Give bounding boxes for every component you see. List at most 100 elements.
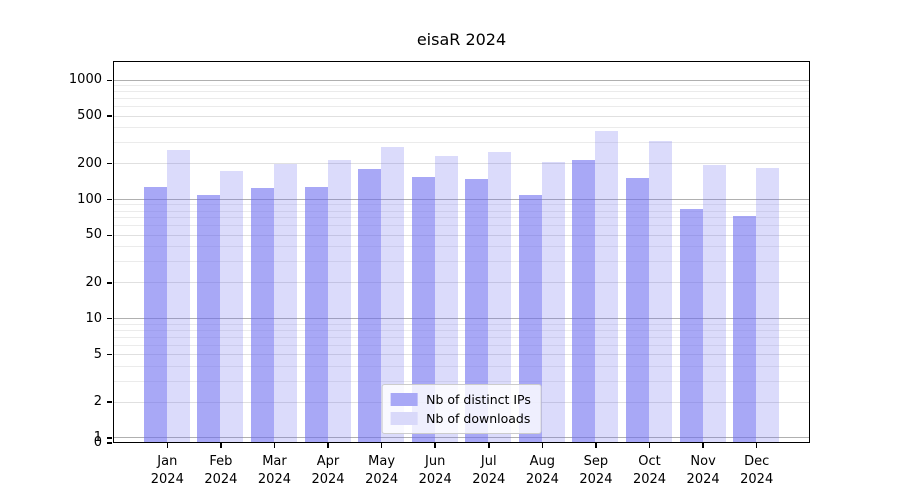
bar-distinct-ips-oct: [626, 177, 650, 442]
x-tick-mark-jul: [488, 443, 490, 448]
gridline-10: [114, 318, 809, 320]
x-tick-mark-jan: [166, 443, 169, 448]
gridline-minor: [114, 344, 809, 346]
bar-distinct-ips-may: [358, 169, 382, 442]
y-tick-label-2: 2: [93, 394, 102, 410]
legend: Nb of distinct IPs Nb of downloads: [381, 384, 542, 434]
legend-label-downloads: Nb of downloads: [426, 411, 531, 426]
gridline-50: [114, 234, 809, 236]
gridline-minor: [114, 204, 809, 206]
x-tick-label-feb: Feb 2024: [204, 454, 238, 487]
gridline-minor: [114, 261, 809, 263]
x-tick-label-sep: Sep 2024: [579, 454, 613, 487]
y-tick-label-0: 0: [93, 435, 102, 450]
x-tick-mark-aug: [541, 443, 544, 448]
bar-distinct-ips-nov: [679, 208, 703, 442]
x-tick-mark-feb: [220, 443, 222, 448]
y-tick-label-10: 10: [85, 310, 102, 326]
x-tick-label-nov: Nov 2024: [686, 454, 720, 487]
y-tick-label-1: 1: [93, 429, 102, 445]
bar-downloads-nov: [702, 165, 726, 442]
y-tick-label-500: 500: [77, 108, 102, 124]
bar-downloads-dec: [756, 168, 780, 442]
bar-downloads-oct: [649, 140, 673, 442]
bar-distinct-ips-jun: [411, 176, 435, 442]
y-tick-mark-1: [107, 437, 112, 439]
gridline-100: [114, 199, 809, 200]
y-tick-mark-20: [107, 282, 112, 284]
bar-downloads-jan: [166, 149, 190, 442]
bar-downloads-aug: [541, 162, 565, 442]
x-tick-label-jul: Jul 2024: [472, 454, 506, 487]
gridline-minor: [114, 91, 809, 93]
x-tick-mark-mar: [273, 443, 276, 448]
x-tick-label-dec: Dec 2024: [740, 454, 774, 487]
bar-distinct-ips-sep: [572, 160, 596, 442]
y-tick-mark-200: [107, 162, 112, 165]
gridline-minor: [114, 142, 809, 144]
x-tick-mark-dec: [755, 443, 758, 448]
bar-downloads-jun: [434, 156, 458, 442]
y-tick-label-20: 20: [85, 274, 102, 290]
x-tick-mark-may: [380, 443, 383, 448]
gridline-minor: [114, 329, 809, 331]
bar-downloads-sep: [595, 131, 619, 442]
x-tick-label-apr: Apr 2024: [311, 454, 345, 487]
bar-distinct-ips-jan: [143, 186, 167, 442]
legend-swatch-downloads: [390, 412, 418, 425]
y-tick-mark-100: [107, 198, 112, 201]
y-tick-label-200: 200: [77, 155, 102, 171]
y-tick-mark-50: [107, 234, 112, 237]
bar-distinct-ips-apr: [304, 187, 328, 442]
bar-downloads-feb: [220, 171, 244, 442]
legend-item-downloads: Nb of downloads: [390, 409, 531, 428]
gridline-200: [114, 163, 809, 165]
y-tick-label-50: 50: [85, 227, 102, 243]
gridline-1000: [114, 79, 809, 81]
x-tick-label-may: May 2024: [365, 454, 399, 487]
gridline-minor: [114, 246, 809, 248]
gridline-minor: [114, 106, 809, 108]
gridline-minor: [114, 210, 809, 212]
y-tick-label-100: 100: [77, 191, 102, 207]
x-tick-mark-oct: [648, 443, 651, 448]
gridline-minor: [114, 85, 809, 87]
bar-downloads-jul: [488, 152, 512, 442]
y-tick-mark-2: [107, 401, 112, 403]
x-tick-label-oct: Oct 2024: [632, 454, 667, 487]
legend-swatch-distinct-ips: [390, 393, 418, 406]
bar-distinct-ips-dec: [733, 216, 757, 442]
chart-title: eisaR 2024: [416, 30, 507, 49]
x-tick-mark-sep: [595, 443, 597, 448]
x-tick-mark-apr: [327, 443, 329, 448]
y-tick-mark-1000: [107, 79, 112, 82]
y-tick-mark-10: [107, 317, 112, 320]
gridline-minor: [114, 127, 809, 129]
gridline-minor: [114, 323, 809, 325]
gridline-20: [114, 282, 809, 284]
gridline-1: [114, 437, 809, 439]
y-tick-mark-500: [107, 115, 112, 117]
gridline-minor: [114, 380, 809, 382]
gridline-minor: [114, 336, 809, 338]
bar-distinct-ips-mar: [250, 188, 274, 442]
legend-label-distinct-ips: Nb of distinct IPs: [426, 392, 531, 407]
y-tick-mark-0: [107, 442, 112, 444]
bar-distinct-ips-feb: [197, 195, 221, 442]
gridline-5: [114, 354, 809, 356]
bar-distinct-ips-aug: [518, 195, 542, 442]
gridline-500: [114, 115, 809, 117]
x-tick-label-aug: Aug 2024: [525, 454, 559, 487]
x-tick-label-mar: Mar 2024: [257, 454, 291, 487]
plot-area: Nb of distinct IPs Nb of downloads: [113, 61, 810, 443]
gridline-minor: [114, 217, 809, 219]
x-tick-mark-nov: [702, 443, 704, 448]
bar-distinct-ips-jul: [465, 178, 489, 442]
bar-downloads-may: [381, 147, 405, 442]
x-tick-mark-jun: [434, 443, 436, 448]
x-tick-label-jun: Jun 2024: [418, 454, 452, 487]
legend-item-distinct-ips: Nb of distinct IPs: [390, 390, 531, 409]
bar-downloads-apr: [327, 160, 351, 442]
gridline-minor: [114, 365, 809, 367]
